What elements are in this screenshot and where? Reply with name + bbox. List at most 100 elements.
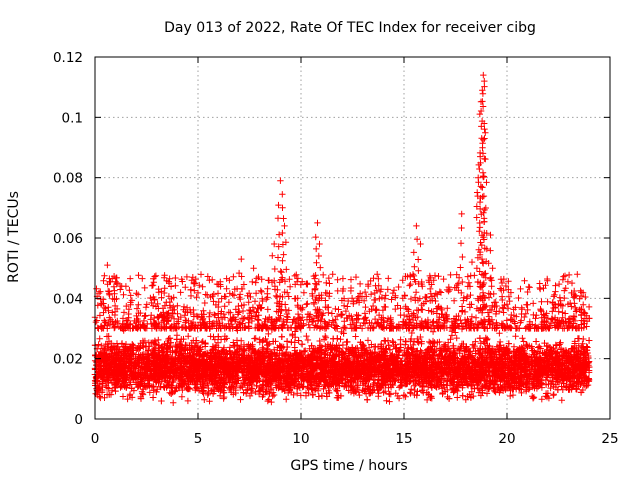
data-point xyxy=(386,398,393,405)
data-point xyxy=(442,341,449,348)
data-point xyxy=(423,396,431,404)
data-point xyxy=(536,343,543,350)
data-point xyxy=(429,328,437,335)
data-points xyxy=(91,71,593,406)
data-point xyxy=(550,392,557,399)
data-point xyxy=(324,343,332,350)
data-point xyxy=(206,398,213,405)
data-point xyxy=(202,340,209,348)
data-point xyxy=(96,335,103,342)
data-point xyxy=(429,337,437,345)
data-point xyxy=(264,397,271,405)
data-point xyxy=(208,387,215,394)
data-point xyxy=(462,396,469,403)
data-point xyxy=(119,393,127,400)
data-point xyxy=(170,399,177,406)
data-point xyxy=(199,338,206,345)
data-point xyxy=(200,382,207,390)
data-point xyxy=(385,384,392,391)
data-point xyxy=(496,330,503,337)
data-point xyxy=(238,337,245,344)
data-point xyxy=(580,335,587,343)
data-point xyxy=(212,344,220,351)
data-point xyxy=(252,335,259,342)
data-point xyxy=(571,340,578,347)
data-point xyxy=(381,337,388,344)
data-point xyxy=(519,335,526,342)
data-point xyxy=(520,338,527,345)
data-point xyxy=(95,341,102,348)
data-point xyxy=(483,390,491,397)
data-point xyxy=(118,348,125,355)
data-point xyxy=(375,359,383,366)
data-point xyxy=(512,333,519,340)
data-point xyxy=(320,336,328,343)
data-point xyxy=(304,336,312,344)
data-point xyxy=(265,330,272,338)
data-point xyxy=(269,392,276,400)
data-point xyxy=(352,333,359,340)
data-point xyxy=(397,336,404,343)
data-point xyxy=(392,390,399,397)
data-point xyxy=(530,382,537,389)
data-point xyxy=(249,385,256,392)
data-point xyxy=(178,393,186,400)
data-point xyxy=(364,337,372,344)
data-point xyxy=(260,337,267,344)
data-point xyxy=(477,350,485,357)
chart-title: Day 013 of 2022, Rate Of TEC Index for r… xyxy=(164,20,536,36)
data-point xyxy=(382,388,389,395)
data-point xyxy=(155,336,162,344)
data-point xyxy=(252,388,259,396)
data-point xyxy=(407,390,414,397)
data-point xyxy=(371,379,378,386)
data-point xyxy=(146,389,153,396)
data-point xyxy=(236,351,243,359)
data-point xyxy=(297,392,304,399)
data-point xyxy=(185,333,192,340)
data-point xyxy=(286,351,294,358)
data-point xyxy=(579,340,586,347)
data-point xyxy=(184,397,192,405)
data-point xyxy=(375,390,382,397)
data-point xyxy=(391,376,398,383)
data-point xyxy=(343,344,350,352)
data-point xyxy=(578,343,585,351)
data-point xyxy=(322,332,329,340)
data-point xyxy=(558,397,565,404)
data-point xyxy=(408,329,415,337)
data-point xyxy=(510,343,518,350)
data-point xyxy=(108,387,116,394)
data-point xyxy=(538,396,545,403)
data-point xyxy=(559,386,566,393)
data-point xyxy=(418,349,425,356)
data-point xyxy=(547,384,554,392)
data-point xyxy=(553,342,560,349)
data-point xyxy=(570,382,577,389)
data-point xyxy=(237,382,245,390)
data-point xyxy=(226,344,234,351)
data-point xyxy=(585,352,592,360)
data-point xyxy=(327,349,334,356)
data-point xyxy=(496,389,503,396)
data-point xyxy=(584,349,591,357)
data-point xyxy=(454,394,461,401)
data-point xyxy=(380,389,387,396)
data-point xyxy=(345,387,352,394)
data-point xyxy=(220,395,227,402)
data-point xyxy=(484,335,491,343)
data-point xyxy=(408,386,415,393)
data-point xyxy=(288,388,295,396)
data-point xyxy=(302,347,309,354)
data-point xyxy=(204,391,211,399)
data-point xyxy=(237,396,244,403)
data-point xyxy=(389,338,396,345)
data-point xyxy=(541,339,548,347)
data-point xyxy=(259,393,266,400)
data-point xyxy=(337,336,344,343)
data-point xyxy=(509,391,517,399)
data-point xyxy=(303,332,310,340)
data-point xyxy=(169,347,176,354)
